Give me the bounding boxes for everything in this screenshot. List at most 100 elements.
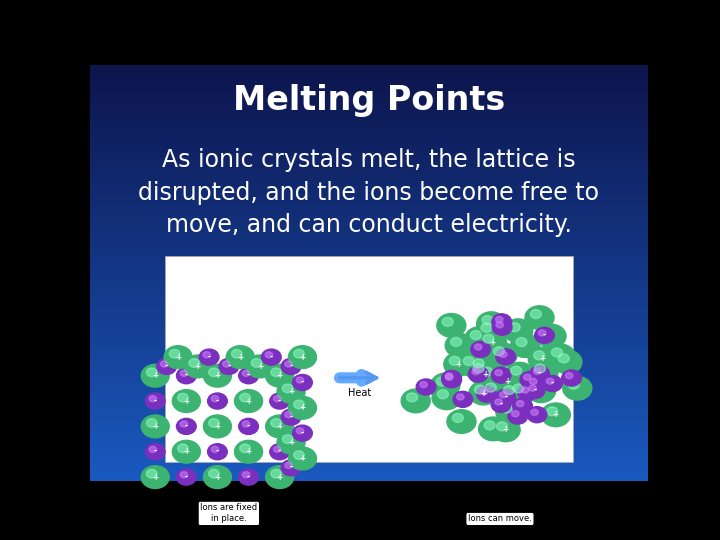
- Bar: [90, 406, 648, 408]
- Text: +: +: [503, 426, 509, 434]
- Bar: [90, 121, 648, 123]
- Bar: [90, 210, 648, 212]
- Circle shape: [235, 390, 263, 413]
- Bar: [90, 65, 648, 67]
- Circle shape: [441, 370, 462, 387]
- Circle shape: [471, 341, 490, 357]
- Circle shape: [474, 385, 485, 394]
- Bar: [90, 175, 648, 177]
- Text: -: -: [289, 463, 292, 472]
- Circle shape: [482, 316, 493, 325]
- Bar: [90, 478, 648, 481]
- Bar: [90, 171, 648, 173]
- Bar: [90, 262, 648, 265]
- Bar: [90, 154, 648, 156]
- Circle shape: [282, 460, 301, 476]
- Bar: [90, 123, 648, 125]
- Bar: [90, 160, 648, 163]
- Text: -: -: [278, 396, 282, 406]
- Bar: [90, 94, 648, 96]
- Circle shape: [157, 359, 176, 374]
- Circle shape: [521, 387, 528, 393]
- Circle shape: [552, 348, 562, 357]
- Circle shape: [452, 414, 464, 422]
- Text: +: +: [152, 371, 158, 380]
- Bar: [90, 260, 648, 262]
- Bar: [90, 179, 648, 181]
- Bar: [90, 75, 648, 77]
- Bar: [90, 177, 648, 179]
- Bar: [90, 420, 648, 422]
- Circle shape: [445, 373, 453, 379]
- Text: Ions can move.: Ions can move.: [468, 515, 532, 523]
- Circle shape: [483, 334, 494, 343]
- Text: -: -: [185, 371, 188, 380]
- Bar: [90, 82, 648, 84]
- Circle shape: [261, 349, 282, 365]
- Bar: [90, 472, 648, 474]
- Bar: [90, 206, 648, 208]
- Bar: [90, 113, 648, 114]
- Bar: [90, 366, 648, 368]
- Bar: [90, 337, 648, 339]
- Circle shape: [500, 352, 507, 357]
- Circle shape: [420, 382, 428, 388]
- Circle shape: [493, 369, 522, 393]
- Circle shape: [240, 444, 251, 453]
- Text: +: +: [480, 389, 487, 397]
- Bar: [90, 283, 648, 285]
- Text: +: +: [152, 472, 158, 482]
- Circle shape: [271, 418, 282, 427]
- Bar: [90, 148, 648, 150]
- Circle shape: [453, 392, 473, 407]
- Bar: [90, 451, 648, 454]
- Bar: [90, 321, 648, 322]
- Text: +: +: [540, 354, 546, 363]
- Circle shape: [231, 349, 242, 358]
- Bar: [90, 200, 648, 202]
- Circle shape: [546, 344, 575, 368]
- Text: +: +: [246, 396, 252, 406]
- Circle shape: [508, 408, 528, 424]
- Bar: [90, 104, 648, 106]
- Circle shape: [476, 363, 505, 387]
- Circle shape: [527, 374, 556, 398]
- Circle shape: [495, 316, 503, 322]
- Circle shape: [498, 382, 527, 406]
- Bar: [90, 212, 648, 214]
- Bar: [90, 395, 648, 397]
- Bar: [90, 92, 648, 94]
- Bar: [90, 140, 648, 141]
- Circle shape: [222, 361, 230, 367]
- Circle shape: [492, 314, 512, 330]
- Bar: [90, 474, 648, 476]
- Circle shape: [282, 384, 293, 393]
- Circle shape: [294, 349, 305, 358]
- Circle shape: [477, 367, 487, 376]
- Bar: [90, 252, 648, 254]
- Bar: [90, 198, 648, 200]
- Circle shape: [493, 347, 505, 356]
- Bar: [90, 109, 648, 111]
- Bar: [90, 268, 648, 271]
- Bar: [90, 265, 648, 266]
- Bar: [90, 221, 648, 223]
- Text: -: -: [185, 472, 188, 482]
- Text: -: -: [500, 400, 503, 409]
- Bar: [90, 102, 648, 104]
- Text: +: +: [276, 371, 283, 380]
- Bar: [90, 67, 648, 69]
- Bar: [90, 429, 648, 431]
- Bar: [90, 364, 648, 366]
- Circle shape: [169, 349, 180, 358]
- Circle shape: [477, 312, 505, 335]
- Bar: [90, 131, 648, 133]
- Circle shape: [531, 309, 541, 319]
- Circle shape: [146, 368, 157, 376]
- Circle shape: [401, 389, 431, 413]
- Circle shape: [178, 444, 188, 453]
- Bar: [90, 454, 648, 456]
- Circle shape: [271, 469, 282, 478]
- Bar: [90, 387, 648, 389]
- Circle shape: [204, 415, 231, 438]
